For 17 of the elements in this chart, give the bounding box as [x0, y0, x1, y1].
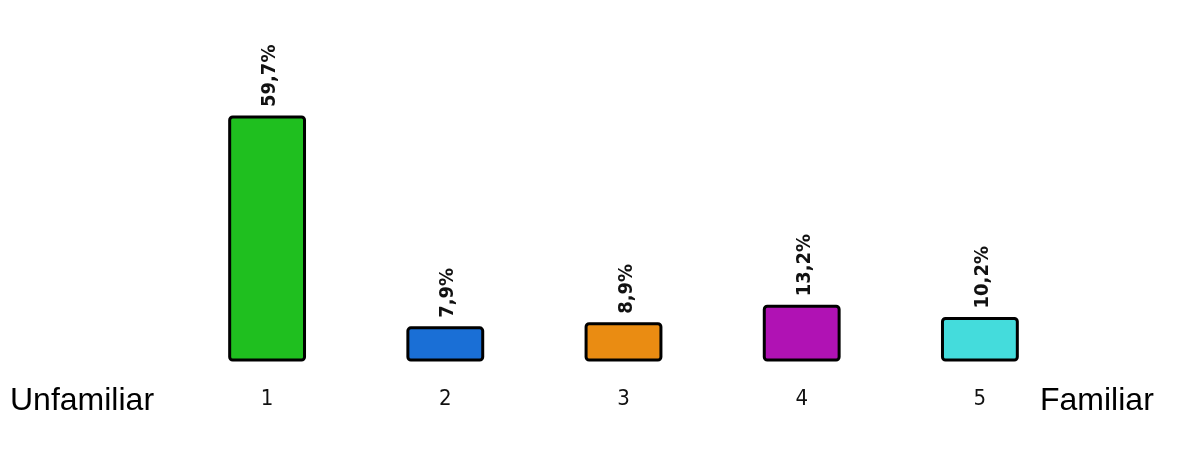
data-label: 13,2%: [790, 233, 815, 297]
data-label: 59,7%: [256, 44, 281, 107]
data-label: 10,2%: [968, 246, 993, 309]
x-tick-label: 5: [973, 385, 987, 410]
x-tick-label: 3: [617, 385, 630, 410]
bar: [406, 326, 485, 362]
x-tick-label: 4: [795, 385, 808, 410]
text: Unfamiliar: [10, 381, 155, 417]
data-label: 7,9%: [434, 267, 459, 318]
x-tick-label: 2: [439, 385, 452, 410]
bar: [228, 115, 307, 362]
bar: [584, 322, 663, 362]
bar: [940, 316, 1019, 362]
text: Familiar: [1040, 381, 1155, 417]
x-tick-label: 1: [260, 385, 274, 410]
bar: [762, 304, 841, 362]
data-label: 8,9%: [612, 263, 637, 314]
